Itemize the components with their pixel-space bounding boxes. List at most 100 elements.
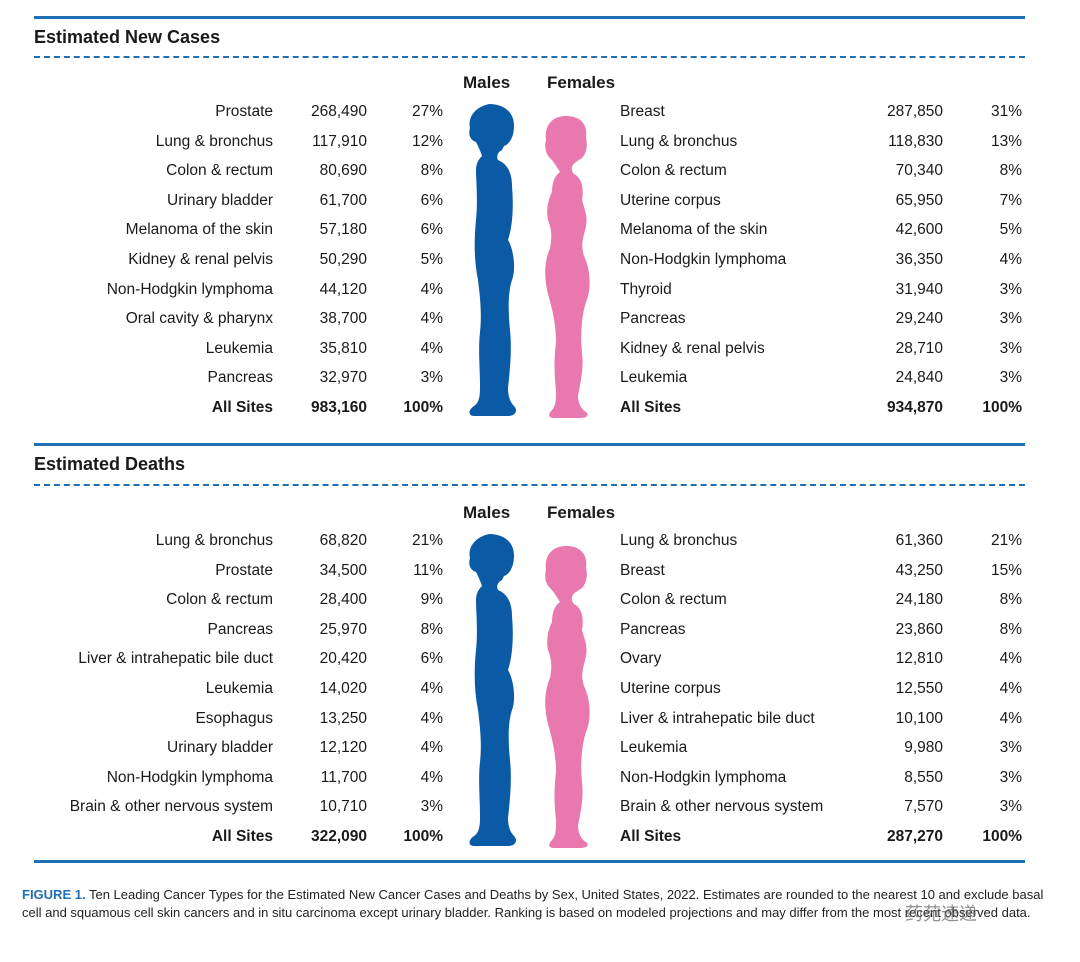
section-top-rule-cases xyxy=(34,16,1025,19)
table-row: Lung & bronchus 117,910 12% Lung & bronchus… xyxy=(0,128,1080,156)
male-count-cell: 28,400 xyxy=(319,591,367,609)
male-silhouette-icon xyxy=(469,104,516,416)
male-pct-cell: 4% xyxy=(420,680,443,697)
table-row: Colon & rectum 80,690 8% Colon & rectum 70,3… xyxy=(0,157,1080,185)
female-count-cell: 24,180 xyxy=(895,591,943,609)
female-pct-cell: 8% xyxy=(999,591,1022,609)
female-pct-cell: 3% xyxy=(999,798,1022,816)
female-pct-cell: 5% xyxy=(999,221,1022,239)
female-count-cell: 24,840 xyxy=(895,369,943,387)
female-site-cell: All Sites xyxy=(620,399,682,416)
male-count-cell: 61,700 xyxy=(319,191,367,209)
table-row: Urinary bladder 61,700 6% Uterine corpus 65,… xyxy=(0,187,1080,215)
table-row: Lung & bronchus 68,820 21% Lung & bronchus 6… xyxy=(0,527,1080,555)
female-pct-cell: 8% xyxy=(999,620,1022,638)
male-pct-cell: 3% xyxy=(420,369,443,387)
male-count-cell: 25,970 xyxy=(319,620,367,638)
section-title-new-cases: Estimated New Cases xyxy=(34,27,221,47)
female-count-cell: 65,950 xyxy=(895,191,943,209)
female-count-cell: 118,830 xyxy=(888,132,943,150)
female-site-cell: All Sites xyxy=(620,828,682,845)
male-site-cell: Prostate xyxy=(215,561,273,579)
male-pct-cell: 100% xyxy=(403,399,443,416)
female-site-cell: Non-Hodgkin lymphoma xyxy=(620,251,787,268)
male-count-cell: 44,120 xyxy=(319,280,367,298)
female-count-cell: 29,240 xyxy=(895,310,943,328)
table-row: Pancreas 32,970 3% Leukemia 24,840 3% xyxy=(0,364,1080,392)
female-count-cell: 12,550 xyxy=(895,680,943,697)
male-site-cell: Brain & other nervous system xyxy=(69,798,273,816)
female-site-cell: Colon & rectum xyxy=(620,591,727,609)
female-count-cell: 10,100 xyxy=(895,709,943,727)
male-site-cell: Prostate xyxy=(215,103,273,120)
male-pct-cell: 21% xyxy=(411,532,443,549)
male-site-cell: Leukemia xyxy=(205,339,273,357)
female-pct-cell: 7% xyxy=(999,191,1022,209)
female-count-cell: 70,340 xyxy=(895,162,943,180)
female-pct-cell: 4% xyxy=(999,709,1022,727)
male-silhouette-icon xyxy=(469,534,516,846)
males-label-deaths: Males xyxy=(463,503,511,522)
male-pct-cell: 4% xyxy=(420,280,443,298)
female-pct-cell: 4% xyxy=(999,251,1022,268)
male-count-cell: 13,250 xyxy=(319,709,367,727)
male-site-cell: All Sites xyxy=(211,399,273,416)
male-site-cell: Pancreas xyxy=(207,620,273,638)
female-site-cell: Uterine corpus xyxy=(620,680,721,697)
male-count-cell: 10,710 xyxy=(319,798,367,816)
male-count-cell: 11,700 xyxy=(320,768,367,786)
male-count-cell: 68,820 xyxy=(319,532,367,549)
male-count-cell: 268,490 xyxy=(310,103,367,120)
female-site-cell: Colon & rectum xyxy=(620,162,727,180)
male-count-cell: 35,810 xyxy=(319,339,367,357)
male-site-cell: Urinary bladder xyxy=(167,739,273,757)
male-site-cell: Kidney & renal pelvis xyxy=(128,251,273,268)
female-site-cell: Leukemia xyxy=(620,369,688,387)
table-row: Non-Hodgkin lymphoma 11,700 4% Non-Hodgkin … xyxy=(0,764,1080,792)
male-pct-cell: 3% xyxy=(420,798,443,816)
female-pct-cell: 100% xyxy=(982,828,1022,845)
females-label-deaths: Females xyxy=(547,503,616,522)
female-pct-cell: 4% xyxy=(999,680,1022,697)
males-label-cases: Males xyxy=(463,73,511,92)
table-row: Melanoma of the skin 57,180 6% Melanoma of … xyxy=(0,216,1080,244)
female-count-cell: 23,860 xyxy=(895,620,943,638)
male-count-cell: 32,970 xyxy=(319,369,367,387)
female-site-cell: Leukemia xyxy=(620,739,688,757)
female-pct-cell: 4% xyxy=(999,650,1022,668)
male-pct-cell: 4% xyxy=(420,739,443,757)
female-site-cell: Ovary xyxy=(620,650,662,668)
female-count-cell: 61,360 xyxy=(895,532,943,549)
female-count-cell: 43,250 xyxy=(895,561,943,579)
female-pct-cell: 3% xyxy=(999,280,1022,298)
male-pct-cell: 6% xyxy=(420,191,443,209)
table-total-row: All Sites 322,090 100% All Sites 287,270 100% xyxy=(0,823,1080,851)
male-site-cell: Lung & bronchus xyxy=(155,132,273,150)
female-pct-cell: 8% xyxy=(999,162,1022,180)
male-count-cell: 57,180 xyxy=(319,221,367,239)
female-site-cell: Kidney & renal pelvis xyxy=(620,339,765,357)
table-total-row: All Sites 983,160 100% All Sites 934,870 100% xyxy=(0,394,1080,422)
female-count-cell: 31,940 xyxy=(895,280,943,298)
female-count-cell: 42,600 xyxy=(895,221,943,239)
female-count-cell: 7,570 xyxy=(904,798,943,816)
male-count-cell: 322,090 xyxy=(310,828,367,845)
table-row: Kidney & renal pelvis 50,290 5% Non-Hodgkin… xyxy=(0,246,1080,274)
male-site-cell: Leukemia xyxy=(205,680,273,697)
section-dashed-rule-deaths xyxy=(34,484,1025,486)
female-pct-cell: 15% xyxy=(990,561,1022,579)
male-pct-cell: 12% xyxy=(411,132,443,150)
male-site-cell: Oral cavity & pharynx xyxy=(125,310,273,328)
female-site-cell: Liver & intrahepatic bile duct xyxy=(620,709,815,727)
female-site-cell: Brain & other nervous system xyxy=(620,798,824,816)
female-count-cell: 8,550 xyxy=(904,768,943,786)
male-count-cell: 14,020 xyxy=(319,680,367,697)
female-pct-cell: 3% xyxy=(999,739,1022,757)
table-row: Leukemia 14,020 4% Uterine corpus 12,550 4% xyxy=(0,675,1080,703)
female-pct-cell: 100% xyxy=(982,399,1022,416)
female-pct-cell: 31% xyxy=(990,103,1022,120)
figure-caption-text: Ten Leading Cancer Types for the Estimat… xyxy=(22,887,1044,920)
female-pct-cell: 3% xyxy=(999,369,1022,387)
male-site-cell: Melanoma of the skin xyxy=(125,221,273,239)
male-site-cell: Colon & rectum xyxy=(166,591,273,609)
